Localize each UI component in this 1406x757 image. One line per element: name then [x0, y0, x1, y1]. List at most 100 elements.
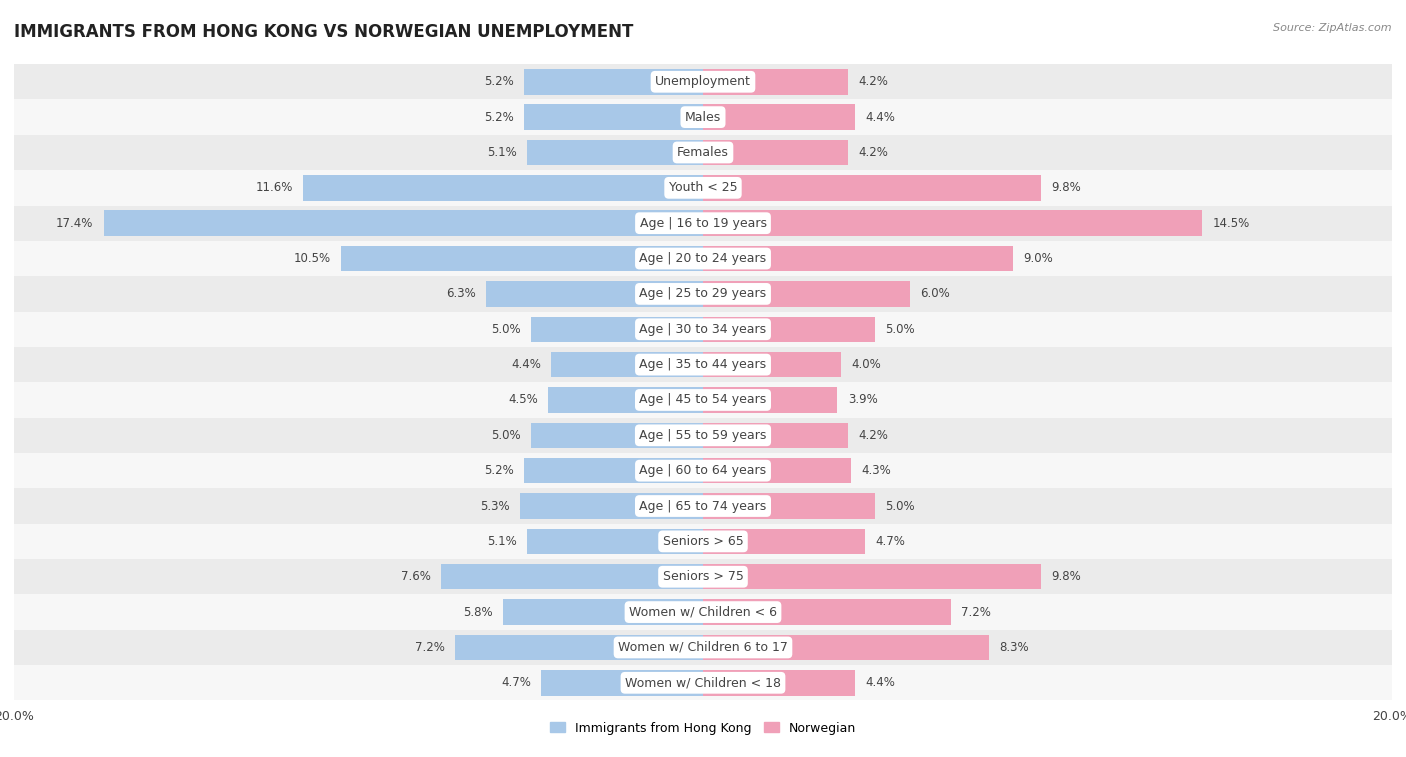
Bar [524, 69, 703, 95]
Text: Seniors > 75: Seniors > 75 [662, 570, 744, 583]
Text: 6.0%: 6.0% [920, 288, 950, 301]
Text: 5.0%: 5.0% [886, 500, 915, 512]
Text: 5.0%: 5.0% [491, 428, 520, 442]
Text: 5.2%: 5.2% [484, 464, 513, 477]
Bar [14, 276, 1392, 312]
Bar [456, 634, 703, 660]
Bar [524, 104, 703, 130]
Bar [703, 104, 855, 130]
Bar [703, 281, 910, 307]
Bar [104, 210, 703, 236]
Bar [703, 458, 851, 484]
Text: 4.4%: 4.4% [865, 676, 894, 690]
Text: Youth < 25: Youth < 25 [669, 182, 737, 195]
Bar [486, 281, 703, 307]
Text: 7.2%: 7.2% [415, 641, 444, 654]
Bar [703, 140, 848, 165]
Bar [304, 175, 703, 201]
Bar [531, 422, 703, 448]
Bar [527, 140, 703, 165]
Bar [14, 64, 1392, 99]
Text: Unemployment: Unemployment [655, 75, 751, 89]
Text: Females: Females [678, 146, 728, 159]
Bar [548, 388, 703, 413]
Text: Women w/ Children < 6: Women w/ Children < 6 [628, 606, 778, 618]
Bar [14, 382, 1392, 418]
Bar [703, 670, 855, 696]
Text: 5.3%: 5.3% [481, 500, 510, 512]
Bar [14, 665, 1392, 700]
Bar [703, 175, 1040, 201]
Text: Women w/ Children 6 to 17: Women w/ Children 6 to 17 [619, 641, 787, 654]
Bar [441, 564, 703, 590]
Text: 4.7%: 4.7% [501, 676, 531, 690]
Bar [541, 670, 703, 696]
Text: 4.4%: 4.4% [865, 111, 894, 123]
Bar [703, 210, 1202, 236]
Text: Males: Males [685, 111, 721, 123]
Text: 5.2%: 5.2% [484, 75, 513, 89]
Bar [527, 528, 703, 554]
Text: 8.3%: 8.3% [1000, 641, 1029, 654]
Text: Age | 45 to 54 years: Age | 45 to 54 years [640, 394, 766, 407]
Text: Age | 60 to 64 years: Age | 60 to 64 years [640, 464, 766, 477]
Bar [14, 347, 1392, 382]
Text: 4.2%: 4.2% [858, 75, 887, 89]
Bar [703, 388, 838, 413]
Bar [703, 422, 848, 448]
Text: Age | 35 to 44 years: Age | 35 to 44 years [640, 358, 766, 371]
Bar [14, 559, 1392, 594]
Bar [551, 352, 703, 377]
Bar [703, 352, 841, 377]
Text: 3.9%: 3.9% [848, 394, 877, 407]
Bar [531, 316, 703, 342]
Text: Age | 25 to 29 years: Age | 25 to 29 years [640, 288, 766, 301]
Bar [14, 418, 1392, 453]
Text: Seniors > 65: Seniors > 65 [662, 535, 744, 548]
Text: 4.2%: 4.2% [858, 428, 887, 442]
Bar [14, 453, 1392, 488]
Bar [342, 246, 703, 271]
Bar [703, 564, 1040, 590]
Bar [14, 241, 1392, 276]
Text: Age | 65 to 74 years: Age | 65 to 74 years [640, 500, 766, 512]
Text: 7.2%: 7.2% [962, 606, 991, 618]
Text: Age | 30 to 34 years: Age | 30 to 34 years [640, 322, 766, 336]
Bar [703, 494, 875, 519]
Text: 5.0%: 5.0% [886, 322, 915, 336]
Text: 4.7%: 4.7% [875, 535, 905, 548]
Text: 7.6%: 7.6% [401, 570, 430, 583]
Bar [14, 205, 1392, 241]
Text: 14.5%: 14.5% [1213, 217, 1250, 229]
Text: 5.0%: 5.0% [491, 322, 520, 336]
Bar [520, 494, 703, 519]
Text: Women w/ Children < 18: Women w/ Children < 18 [626, 676, 780, 690]
Text: 5.1%: 5.1% [488, 535, 517, 548]
Bar [14, 170, 1392, 205]
Bar [14, 99, 1392, 135]
Text: 11.6%: 11.6% [256, 182, 292, 195]
Text: 17.4%: 17.4% [56, 217, 93, 229]
Bar [14, 630, 1392, 665]
Text: 6.3%: 6.3% [446, 288, 475, 301]
Text: 5.8%: 5.8% [463, 606, 494, 618]
Bar [14, 135, 1392, 170]
Text: 4.0%: 4.0% [851, 358, 882, 371]
Text: 5.1%: 5.1% [488, 146, 517, 159]
Bar [14, 312, 1392, 347]
Bar [703, 246, 1012, 271]
Text: 10.5%: 10.5% [294, 252, 330, 265]
Text: Age | 16 to 19 years: Age | 16 to 19 years [640, 217, 766, 229]
Text: 9.0%: 9.0% [1024, 252, 1053, 265]
Text: 9.8%: 9.8% [1050, 182, 1081, 195]
Legend: Immigrants from Hong Kong, Norwegian: Immigrants from Hong Kong, Norwegian [546, 717, 860, 740]
Bar [703, 316, 875, 342]
Bar [703, 600, 950, 625]
Bar [14, 594, 1392, 630]
Text: Age | 55 to 59 years: Age | 55 to 59 years [640, 428, 766, 442]
Text: 5.2%: 5.2% [484, 111, 513, 123]
Bar [703, 634, 988, 660]
Bar [503, 600, 703, 625]
Bar [703, 528, 865, 554]
Bar [703, 69, 848, 95]
